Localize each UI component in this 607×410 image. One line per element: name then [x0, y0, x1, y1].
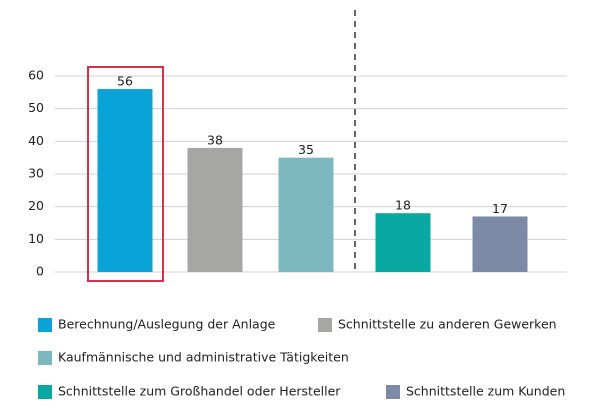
bar	[97, 89, 153, 272]
bar	[472, 216, 528, 272]
legend-label: Kaufmännische und administrative Tätigke…	[58, 350, 349, 365]
legend-label: Schnittstelle zum Kunden	[406, 384, 565, 399]
data-label: 17	[492, 201, 508, 216]
y-tick-label: 30	[28, 166, 44, 181]
y-tick-label: 20	[28, 198, 44, 213]
data-label: 18	[395, 198, 411, 213]
data-label: 56	[117, 74, 133, 89]
bar	[187, 147, 243, 272]
data-label: 35	[298, 142, 314, 157]
legend-swatch	[318, 318, 332, 332]
bar	[375, 213, 431, 272]
legend-swatch	[38, 351, 52, 365]
legend-label: Schnittstelle zu anderen Gewerken	[338, 317, 557, 332]
legend-swatch	[386, 385, 400, 399]
legend-swatch	[38, 385, 52, 399]
y-tick-label: 60	[28, 68, 44, 83]
highlight-box	[87, 66, 164, 282]
legend-swatch	[38, 318, 52, 332]
data-label: 38	[207, 132, 223, 147]
legend-label: Schnittstelle zum Großhandel oder Herste…	[58, 384, 341, 399]
y-tick-label: 10	[28, 231, 44, 246]
bar	[278, 157, 334, 272]
y-tick-label: 50	[28, 100, 44, 115]
y-tick-label: 0	[36, 264, 44, 279]
y-tick-label: 40	[28, 133, 44, 148]
legend-label: Berechnung/Auslegung der Anlage	[58, 317, 276, 332]
